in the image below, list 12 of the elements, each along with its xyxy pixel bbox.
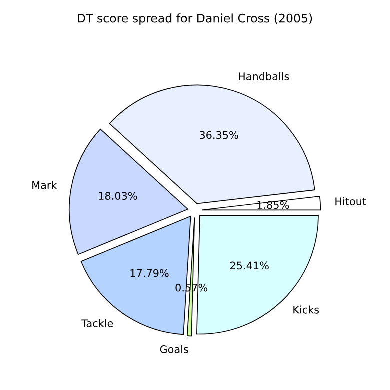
slice-label: Goals: [160, 345, 188, 354]
data-label: 17.79%: [130, 269, 169, 278]
data-label: 1.85%: [258, 201, 290, 210]
slice-label: Tackle: [82, 319, 114, 328]
data-label: 18.03%: [99, 192, 138, 200]
slice-label: Kicks: [294, 306, 320, 314]
chart-title: DT score spread for Daniel Cross (2005): [78, 14, 312, 26]
data-label: 36.35%: [200, 131, 238, 140]
slice-label: Mark: [32, 181, 58, 190]
slice-label: Hitout: [336, 197, 366, 206]
data-label: 25.41%: [230, 262, 269, 270]
slice-label: Handballs: [239, 72, 290, 80]
